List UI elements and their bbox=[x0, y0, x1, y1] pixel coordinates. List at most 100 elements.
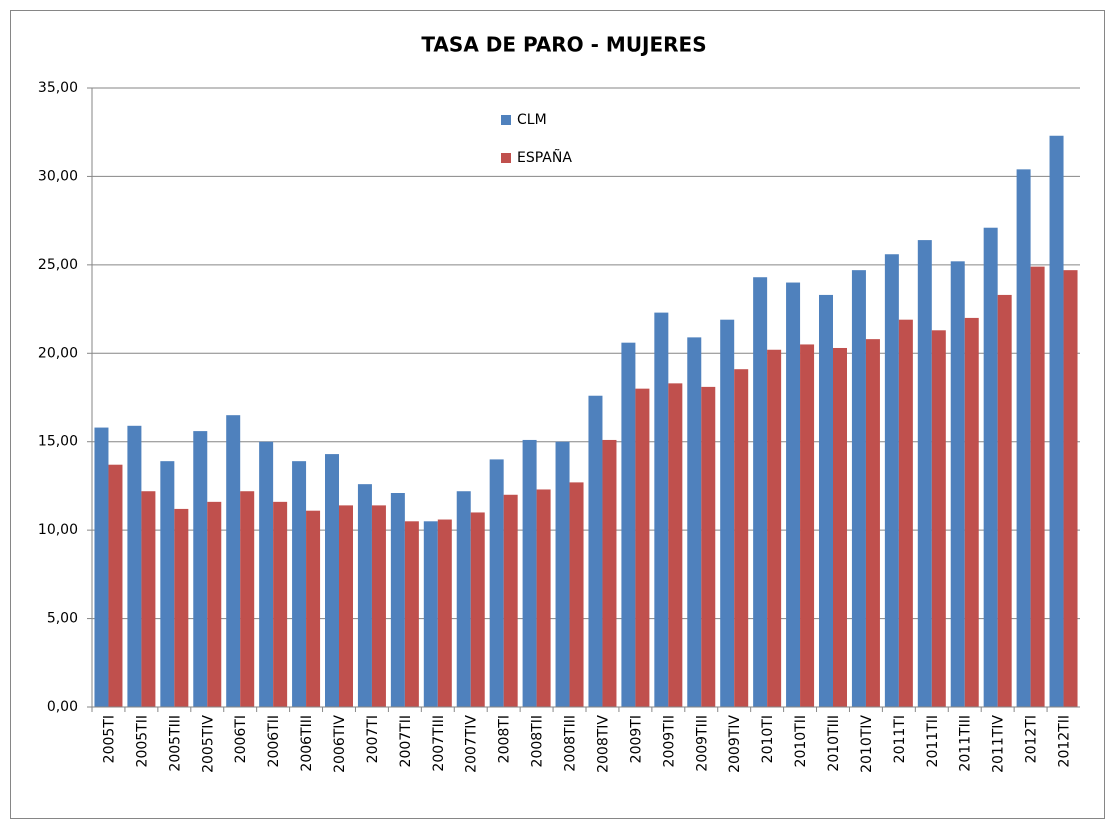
y-tick-label: 35,00 bbox=[38, 80, 78, 96]
x-tick-label: 2009TIII bbox=[694, 715, 710, 772]
bar bbox=[720, 319, 735, 707]
y-tick-label: 0,00 bbox=[47, 699, 78, 715]
x-tick-label: 2008TIV bbox=[595, 715, 611, 773]
bar bbox=[536, 489, 551, 707]
bar bbox=[555, 441, 570, 707]
bar bbox=[569, 482, 584, 707]
bar bbox=[273, 501, 288, 707]
x-tick-label: 2009TII bbox=[661, 715, 677, 767]
bar bbox=[786, 282, 801, 707]
bar bbox=[470, 512, 485, 707]
x-tick-label: 2012TI bbox=[1024, 715, 1040, 763]
bar bbox=[371, 505, 386, 707]
y-tick-label: 25,00 bbox=[38, 257, 78, 273]
bar bbox=[160, 461, 175, 707]
x-tick-label: 2008TIII bbox=[563, 715, 579, 772]
x-tick-label: 2006TIV bbox=[332, 715, 348, 773]
x-tick-label: 2007TIV bbox=[464, 715, 480, 773]
bar bbox=[193, 431, 208, 707]
bar bbox=[174, 508, 189, 707]
x-tick-label: 2010TII bbox=[793, 715, 809, 767]
x-tick-label: 2006TII bbox=[266, 715, 282, 767]
bar bbox=[767, 349, 782, 707]
bar bbox=[423, 521, 438, 707]
x-tick-label: 2011TIII bbox=[958, 715, 974, 772]
bar bbox=[259, 441, 274, 707]
bar bbox=[833, 347, 847, 707]
bar bbox=[997, 294, 1012, 707]
bar bbox=[621, 342, 636, 707]
x-tick-label: 2005TII bbox=[134, 715, 150, 767]
bar bbox=[602, 439, 617, 707]
bar bbox=[1030, 266, 1045, 707]
x-tick-label: 2011TIV bbox=[991, 715, 1007, 773]
bar bbox=[884, 254, 899, 707]
x-tick-label: 2005TIV bbox=[200, 715, 216, 773]
y-tick-label: 20,00 bbox=[38, 345, 78, 361]
bar bbox=[108, 464, 123, 707]
bar bbox=[489, 459, 504, 707]
legend-label: ESPAÑA bbox=[517, 149, 572, 166]
bar bbox=[240, 491, 255, 707]
x-tick-label: 2006TI bbox=[233, 715, 249, 763]
x-tick-label: 2008TII bbox=[530, 715, 546, 767]
bar bbox=[1049, 135, 1064, 707]
bar bbox=[503, 494, 518, 707]
legend-swatch bbox=[501, 115, 511, 125]
bar bbox=[456, 491, 471, 707]
y-tick-label: 5,00 bbox=[47, 611, 78, 627]
chart-title: TASA DE PARO - MUJERES bbox=[421, 33, 706, 57]
y-tick-label: 10,00 bbox=[38, 522, 78, 538]
bar bbox=[931, 330, 946, 707]
bar bbox=[207, 501, 222, 707]
bar bbox=[983, 227, 998, 707]
bar bbox=[851, 270, 866, 707]
bar bbox=[357, 484, 372, 707]
bar bbox=[668, 383, 683, 707]
bar bbox=[1016, 169, 1031, 708]
bar bbox=[701, 386, 716, 707]
bar bbox=[94, 427, 109, 707]
bar bbox=[950, 261, 965, 707]
x-tick-label: 2005TIII bbox=[167, 715, 183, 772]
bar bbox=[141, 491, 156, 707]
bar bbox=[127, 425, 142, 707]
bar bbox=[734, 369, 749, 707]
bar bbox=[635, 388, 650, 707]
x-tick-label: 2011TI bbox=[892, 715, 908, 763]
bar bbox=[292, 461, 307, 707]
bar bbox=[819, 294, 833, 707]
x-tick-label: 2011TII bbox=[925, 715, 941, 767]
x-tick-label: 2009TIV bbox=[727, 715, 743, 773]
bar bbox=[437, 519, 452, 707]
bar bbox=[325, 454, 339, 707]
x-tick-label: 2006TIII bbox=[299, 715, 315, 772]
bar bbox=[306, 510, 321, 707]
x-tick-label: 2012TII bbox=[1057, 715, 1073, 767]
bar bbox=[753, 277, 768, 707]
bar bbox=[588, 395, 603, 707]
bar bbox=[687, 337, 702, 707]
x-tick-label: 2008TI bbox=[497, 715, 513, 763]
bar bbox=[339, 505, 353, 707]
x-tick-label: 2009TI bbox=[628, 715, 644, 763]
bar bbox=[654, 312, 669, 707]
y-tick-label: 15,00 bbox=[38, 434, 78, 450]
bar bbox=[898, 319, 913, 707]
bar bbox=[964, 317, 979, 707]
bar bbox=[522, 439, 537, 707]
x-tick-label: 2010TIV bbox=[859, 715, 875, 773]
x-tick-label: 2010TI bbox=[760, 715, 776, 763]
x-tick-label: 2007TIII bbox=[431, 715, 447, 772]
x-tick-label: 2010TIII bbox=[826, 715, 842, 772]
legend-swatch bbox=[501, 153, 511, 163]
y-tick-label: 30,00 bbox=[38, 168, 78, 184]
x-tick-label: 2007TII bbox=[398, 715, 414, 767]
bar bbox=[865, 339, 880, 707]
bar bbox=[226, 415, 241, 707]
bar bbox=[390, 493, 405, 707]
bar bbox=[404, 521, 419, 707]
bar bbox=[1063, 270, 1078, 707]
legend-label: CLM bbox=[517, 112, 547, 128]
